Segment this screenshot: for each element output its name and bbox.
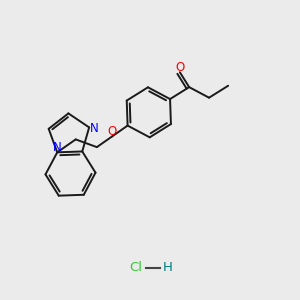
Text: Cl: Cl <box>129 261 142 274</box>
Text: O: O <box>176 61 185 74</box>
Text: O: O <box>108 124 117 137</box>
Text: H: H <box>163 261 172 274</box>
Text: N: N <box>90 122 99 135</box>
Text: N: N <box>53 141 62 154</box>
